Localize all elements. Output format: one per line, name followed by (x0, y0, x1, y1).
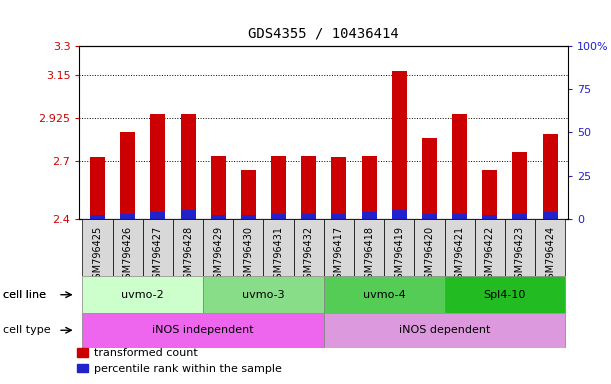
Bar (392, 210, 407, 219)
Bar (452, 214, 467, 219)
Text: GSM796418: GSM796418 (364, 226, 374, 285)
Bar (422, 214, 437, 219)
Text: GSM796432: GSM796432 (304, 226, 313, 285)
Text: cell type: cell type (3, 325, 51, 335)
Bar (120, 132, 135, 219)
Bar (143, 219, 173, 276)
Bar (452, 114, 467, 219)
Bar (90, 157, 105, 219)
Bar (422, 138, 437, 219)
Bar (505, 219, 535, 276)
Legend: transformed count, percentile rank within the sample: transformed count, percentile rank withi… (73, 344, 286, 379)
Bar (82, 219, 112, 276)
Text: GSM796430: GSM796430 (243, 226, 254, 285)
Bar (112, 219, 143, 276)
Text: GSM796420: GSM796420 (425, 226, 434, 285)
Bar (392, 71, 407, 219)
Bar (301, 214, 316, 219)
Bar (384, 219, 414, 276)
Bar (294, 219, 324, 276)
Bar (513, 214, 527, 219)
Bar (475, 219, 505, 276)
Bar (203, 276, 324, 313)
Text: iNOS dependent: iNOS dependent (399, 325, 490, 335)
Bar (445, 219, 475, 276)
Bar (414, 219, 445, 276)
Text: GSM796431: GSM796431 (274, 226, 284, 285)
Bar (82, 313, 324, 348)
Text: GSM796426: GSM796426 (123, 226, 133, 285)
Bar (354, 219, 384, 276)
Bar (180, 210, 196, 219)
Bar (263, 219, 294, 276)
Text: Spl4-10: Spl4-10 (484, 290, 526, 300)
Bar (233, 219, 263, 276)
Bar (543, 212, 558, 219)
Bar (173, 219, 203, 276)
Bar (482, 215, 497, 219)
Bar (180, 114, 196, 219)
Text: GSM796419: GSM796419 (394, 226, 404, 285)
Bar (543, 134, 558, 219)
Text: uvmo-3: uvmo-3 (242, 290, 285, 300)
Text: GSM796417: GSM796417 (334, 226, 344, 285)
Bar (362, 212, 376, 219)
Bar (211, 215, 226, 219)
Text: GSM796428: GSM796428 (183, 226, 193, 285)
Bar (331, 214, 346, 219)
Text: cell line: cell line (3, 290, 46, 300)
Text: GSM796429: GSM796429 (213, 226, 223, 285)
Text: GSM796427: GSM796427 (153, 226, 163, 285)
Text: GSM796424: GSM796424 (545, 226, 555, 285)
Text: uvmo-2: uvmo-2 (122, 290, 164, 300)
Text: cell line: cell line (3, 290, 46, 300)
Bar (445, 276, 565, 313)
Bar (362, 156, 376, 219)
Bar (203, 219, 233, 276)
Text: iNOS independent: iNOS independent (152, 325, 254, 335)
Bar (482, 170, 497, 219)
Bar (120, 214, 135, 219)
Text: GSM796421: GSM796421 (455, 226, 464, 285)
Bar (241, 170, 256, 219)
Bar (535, 219, 565, 276)
Bar (331, 157, 346, 219)
Text: GSM796422: GSM796422 (485, 226, 495, 285)
Bar (150, 114, 166, 219)
Text: GSM796425: GSM796425 (92, 226, 103, 285)
Bar (150, 212, 166, 219)
Text: uvmo-4: uvmo-4 (363, 290, 406, 300)
Bar (513, 152, 527, 219)
Bar (211, 156, 226, 219)
Bar (82, 276, 203, 313)
Bar (271, 156, 286, 219)
Bar (301, 156, 316, 219)
Bar (271, 214, 286, 219)
Text: GSM796423: GSM796423 (515, 226, 525, 285)
Bar (324, 313, 565, 348)
Bar (324, 219, 354, 276)
Bar (241, 215, 256, 219)
Text: GDS4355 / 10436414: GDS4355 / 10436414 (249, 26, 399, 40)
Bar (324, 276, 445, 313)
Bar (90, 215, 105, 219)
